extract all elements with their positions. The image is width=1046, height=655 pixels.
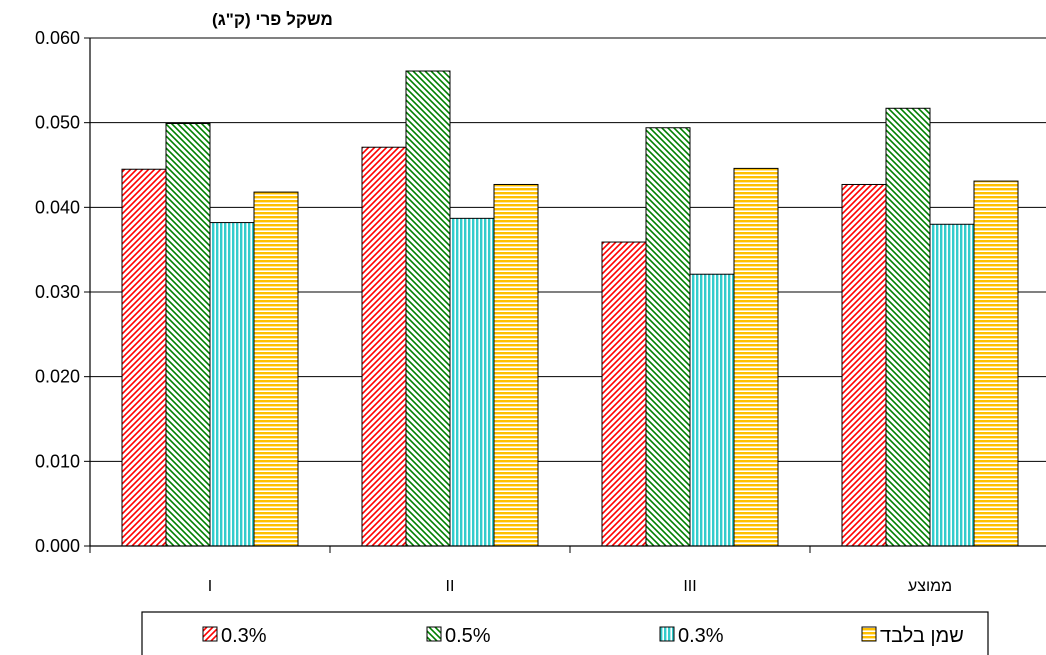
y-axis-ticks: 0.000 0.010 0.020 0.030 0.040 0.050 0.060	[35, 28, 90, 556]
bar	[121, 168, 167, 547]
axes	[89, 38, 1046, 553]
bar	[929, 223, 975, 547]
legend: 0.3% 0.5% 0.3% שמן בלבד	[141, 611, 989, 655]
bar	[689, 273, 735, 547]
y-tick-label: 0.000	[35, 536, 80, 556]
legend-label: שמן בלבד	[880, 625, 964, 647]
bar	[361, 146, 407, 547]
y-tick-label: 0.020	[35, 367, 80, 387]
bars	[121, 70, 1019, 547]
bar	[601, 241, 647, 547]
bar	[493, 183, 539, 547]
bar	[253, 191, 299, 547]
legend-label: 0.3%	[221, 625, 267, 647]
x-tick-label: I	[208, 578, 212, 595]
y-tick-label: 0.040	[35, 197, 80, 217]
y-tick-label: 0.030	[35, 282, 80, 302]
bar	[733, 167, 779, 547]
y-tick-label: 0.060	[35, 28, 80, 48]
legend-swatch	[426, 626, 442, 642]
legend-swatch	[861, 626, 877, 642]
bar	[973, 180, 1019, 547]
bar	[841, 183, 887, 547]
y-tick-label: 0.050	[35, 113, 80, 133]
y-axis-title: משקל פרי (ק"ג)	[212, 10, 333, 29]
bar	[209, 222, 255, 547]
legend-box	[141, 611, 989, 655]
y-tick-label: 0.010	[35, 451, 80, 471]
bar	[449, 217, 495, 547]
bar	[165, 123, 211, 547]
legend-swatch	[202, 626, 218, 642]
x-tick-label: ממוצע	[908, 578, 952, 595]
legend-label: 0.5%	[445, 625, 491, 647]
legend-label: 0.3%	[678, 625, 724, 647]
legend-swatch	[659, 626, 675, 642]
x-tick-label: III	[683, 578, 696, 595]
x-tick-label: II	[446, 578, 455, 595]
bar	[885, 107, 931, 547]
bar	[405, 70, 451, 547]
x-axis-labels: I II III ממוצע	[208, 578, 952, 595]
bar	[645, 127, 691, 547]
